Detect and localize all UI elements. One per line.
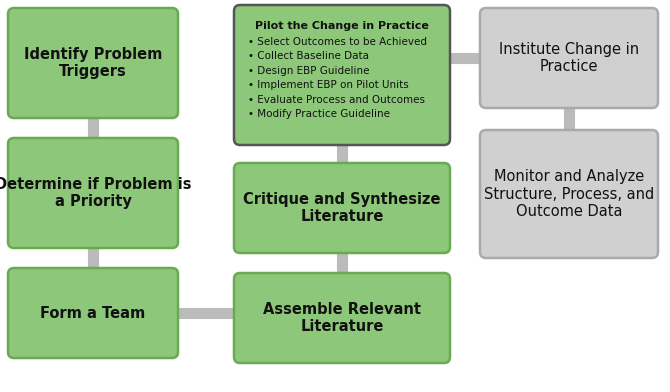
Text: • Select Outcomes to be Achieved
• Collect Baseline Data
• Design EBP Guideline
: • Select Outcomes to be Achieved • Colle…: [248, 37, 427, 119]
Text: Monitor and Analyze
Structure, Process, and
Outcome Data: Monitor and Analyze Structure, Process, …: [484, 169, 654, 219]
FancyBboxPatch shape: [480, 130, 658, 258]
Text: Determine if Problem is
a Priority: Determine if Problem is a Priority: [0, 177, 191, 209]
FancyBboxPatch shape: [234, 273, 450, 363]
FancyBboxPatch shape: [8, 268, 178, 358]
Text: Institute Change in
Practice: Institute Change in Practice: [499, 42, 639, 74]
Text: Pilot the Change in Practice: Pilot the Change in Practice: [255, 21, 429, 31]
FancyBboxPatch shape: [234, 163, 450, 253]
FancyBboxPatch shape: [480, 8, 658, 108]
Text: Form a Team: Form a Team: [40, 305, 145, 321]
Text: Critique and Synthesize
Literature: Critique and Synthesize Literature: [243, 192, 441, 224]
Text: Identify Problem
Triggers: Identify Problem Triggers: [24, 47, 162, 79]
FancyBboxPatch shape: [8, 138, 178, 248]
FancyBboxPatch shape: [8, 8, 178, 118]
Text: Assemble Relevant
Literature: Assemble Relevant Literature: [263, 302, 421, 334]
FancyBboxPatch shape: [234, 5, 450, 145]
